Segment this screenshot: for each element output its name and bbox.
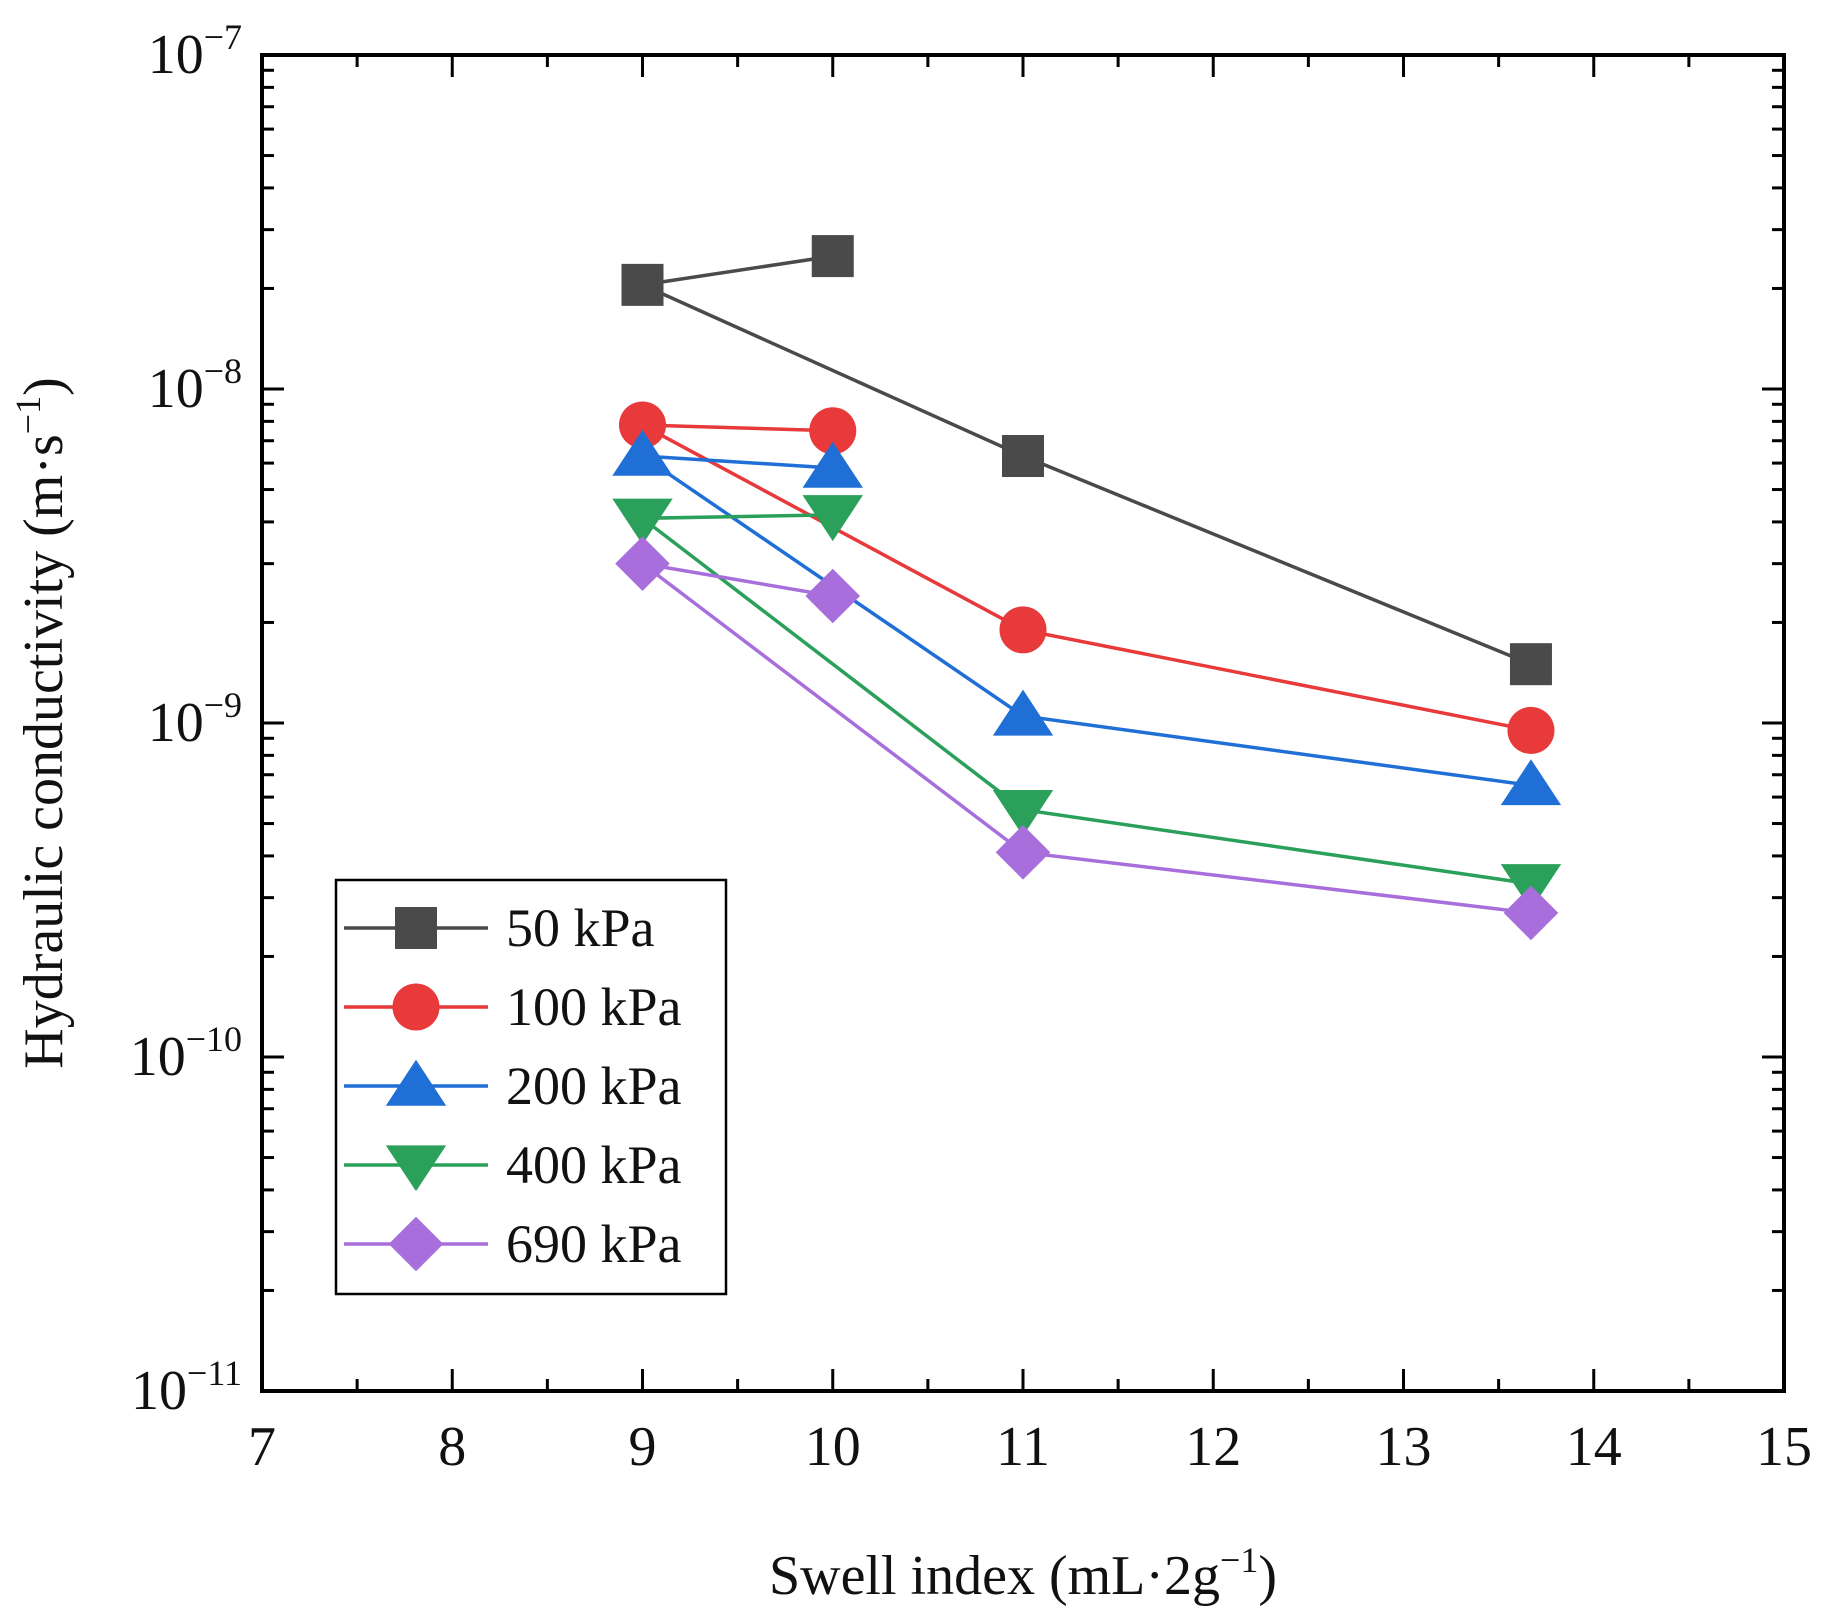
data-point (1002, 435, 1044, 478)
y-tick-label: 10−9 (148, 685, 242, 754)
legend-marker (385, 1059, 447, 1106)
x-tick-label: 11 (996, 1416, 1050, 1478)
data-point (809, 407, 857, 455)
series-markers (612, 235, 1562, 941)
y-tick-label: 10−7 (148, 17, 242, 86)
data-point (999, 606, 1047, 654)
y-tick-label: 10−11 (131, 1353, 242, 1422)
legend: 50 kPa 100 kPa 200 kPa 400 kPa 690 kPa (334, 878, 728, 1296)
data-point (802, 495, 863, 542)
x-tick-label: 13 (1376, 1416, 1432, 1478)
legend-marker (392, 983, 440, 1031)
y-tick-labels: 10−11 10−10 10−9 10−8 10−7 (130, 17, 242, 1422)
data-point (811, 235, 854, 278)
data-point (615, 536, 670, 591)
data-point (995, 825, 1051, 880)
legend-marker (385, 1145, 447, 1192)
series-line-1 (641, 423, 1532, 733)
legend-label: 200 kPa (506, 1056, 682, 1116)
x-tick-label: 7 (248, 1416, 276, 1478)
series-line-4 (641, 561, 1532, 915)
y-tick-label: 10−8 (148, 351, 242, 420)
y-axis-title: Hydraulic conductivity (m·s−1) (8, 377, 75, 1068)
legend-marker (388, 1216, 444, 1272)
data-point (805, 568, 861, 624)
x-tick-label: 8 (438, 1416, 466, 1478)
x-tick-label: 15 (1756, 1416, 1812, 1478)
data-point (1509, 643, 1552, 686)
data-point (1500, 759, 1562, 806)
legend-label: 690 kPa (506, 1214, 682, 1274)
legend-label: 50 kPa (506, 898, 655, 958)
data-point (992, 790, 1054, 836)
data-point (802, 441, 863, 488)
data-point (1507, 706, 1555, 754)
x-tick-label: 10 (805, 1416, 861, 1478)
data-point (618, 401, 667, 449)
series-lines (636, 254, 1532, 915)
x-tick-label: 14 (1566, 1416, 1622, 1478)
y-tick-label: 10−10 (130, 1019, 242, 1088)
x-tick-labels: 7 8 9 10 11 12 13 14 15 (248, 1416, 1812, 1478)
x-tick-label: 9 (629, 1416, 657, 1478)
data-point (621, 263, 664, 306)
axis-ticks (260, 53, 1786, 1393)
x-axis-title: Swell index (mL·2g−1) (769, 1540, 1277, 1607)
data-point (612, 429, 673, 476)
data-point (612, 498, 673, 545)
legend-label: 100 kPa (506, 977, 682, 1037)
data-point (1503, 885, 1559, 941)
series-line-3 (637, 513, 1532, 886)
x-tick-label: 12 (1185, 1416, 1241, 1478)
legend-marker (395, 907, 437, 949)
data-point (992, 689, 1054, 736)
series-line-0 (636, 254, 1532, 666)
legend-label: 400 kPa (506, 1135, 682, 1195)
